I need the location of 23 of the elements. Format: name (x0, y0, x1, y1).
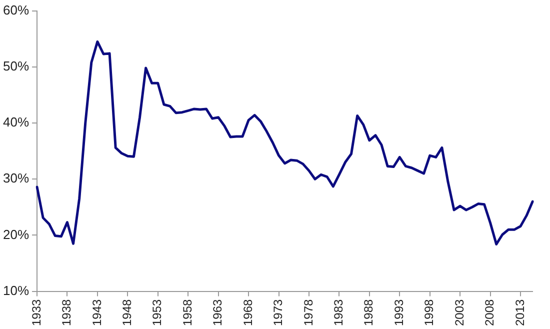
x-tick-label: 1938 (60, 298, 74, 326)
x-tick-label: 1978 (301, 298, 316, 326)
x-tick-label: 1948 (120, 298, 134, 326)
x-tick-label: 1933 (29, 298, 44, 326)
x-tick-label: 1998 (422, 298, 436, 326)
x-tick-label: 2008 (482, 298, 497, 326)
y-tick-label: 50% (2, 58, 30, 74)
x-tick-label: 2003 (452, 298, 466, 326)
y-tick-label: 10% (2, 282, 30, 298)
x-tick-label: 1983 (332, 298, 346, 326)
y-tick-label: 20% (2, 226, 30, 242)
x-tick-label: 1973 (271, 298, 286, 326)
x-tick-label: 1963 (210, 298, 225, 326)
y-tick-label: 30% (2, 170, 30, 186)
x-tick-label: 1958 (180, 298, 194, 326)
x-tick-label: 1968 (240, 298, 255, 326)
x-tick-label: 1988 (362, 298, 376, 326)
x-tick-label: 1943 (90, 298, 104, 326)
x-tick-label: 1953 (150, 298, 164, 326)
y-tick-label: 40% (2, 114, 30, 130)
x-tick-label: 2013 (512, 298, 527, 326)
y-tick-label: 60% (2, 2, 30, 18)
x-tick-label: 1993 (392, 298, 406, 326)
